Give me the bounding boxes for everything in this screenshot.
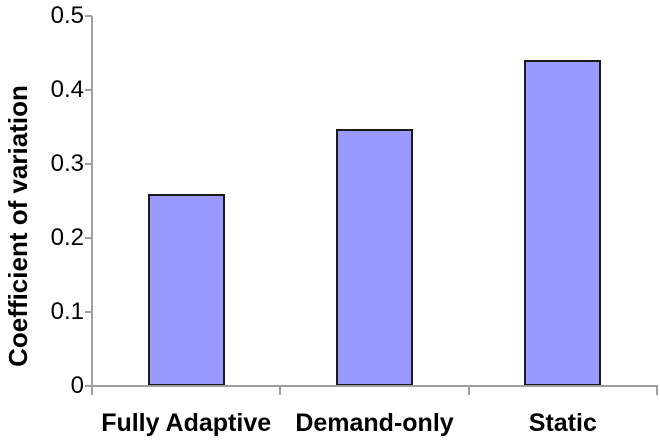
y-axis-line bbox=[91, 16, 93, 387]
x-axis-tick bbox=[279, 387, 282, 395]
x-axis-line bbox=[91, 385, 658, 387]
y-axis-tick bbox=[85, 311, 92, 313]
y-axis-tick bbox=[85, 15, 92, 17]
y-axis-tick bbox=[85, 163, 92, 165]
bar-static bbox=[524, 60, 602, 386]
x-axis-tick bbox=[656, 387, 658, 395]
y-tick-label: 0.1 bbox=[50, 298, 84, 325]
y-axis-tick bbox=[85, 237, 92, 239]
bar-demand-only bbox=[336, 129, 413, 386]
y-tick-label: 0.4 bbox=[50, 76, 84, 103]
y-axis-tick bbox=[85, 385, 92, 387]
x-axis-tick bbox=[91, 387, 93, 395]
y-tick-label: 0.3 bbox=[50, 150, 84, 177]
y-axis-tick bbox=[85, 89, 92, 91]
x-category-label: Fully Adaptive bbox=[101, 409, 272, 437]
plot-area bbox=[85, 15, 658, 395]
bar-fully-adaptive bbox=[147, 193, 225, 386]
x-category-label: Static bbox=[528, 409, 597, 437]
y-tick-label: 0 bbox=[70, 372, 84, 399]
x-axis-tick bbox=[467, 387, 470, 395]
y-tick-label: 0.5 bbox=[50, 2, 84, 29]
x-category-label: Demand-only bbox=[295, 409, 454, 437]
y-tick-label: 0.2 bbox=[50, 224, 84, 251]
